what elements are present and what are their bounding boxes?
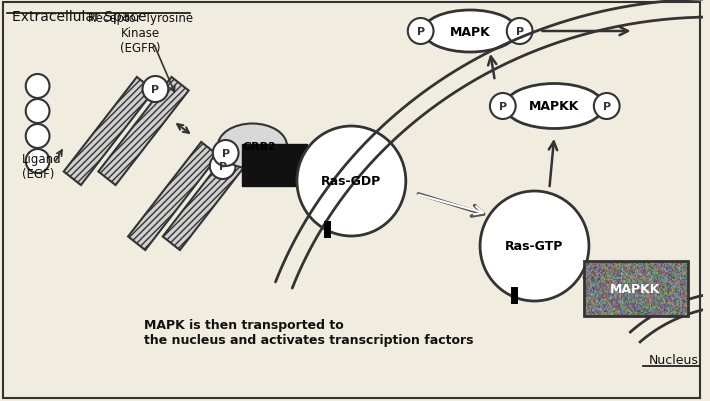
Circle shape — [490, 94, 515, 120]
Text: MAPK: MAPK — [449, 25, 491, 38]
Text: MAPKK: MAPKK — [611, 283, 660, 296]
Circle shape — [213, 141, 239, 166]
Text: Ras-GTP: Ras-GTP — [506, 240, 564, 253]
FancyBboxPatch shape — [3, 3, 700, 398]
Text: Receptor Tyrosine
Kinase
(EGFR): Receptor Tyrosine Kinase (EGFR) — [88, 12, 193, 55]
Text: MAPK is then transported to
the nucleus and activates transcription factors: MAPK is then transported to the nucleus … — [143, 318, 473, 346]
Text: MAPKK: MAPKK — [529, 100, 579, 113]
Ellipse shape — [505, 84, 604, 129]
Circle shape — [594, 94, 620, 120]
Circle shape — [480, 192, 589, 301]
Text: Extracellular Space: Extracellular Space — [12, 10, 146, 24]
Text: Ligand
(EGF): Ligand (EGF) — [22, 153, 61, 180]
Polygon shape — [99, 78, 189, 186]
Text: P: P — [498, 102, 507, 112]
Circle shape — [297, 127, 406, 237]
Text: P: P — [417, 27, 425, 37]
Text: P: P — [151, 85, 160, 95]
Circle shape — [507, 19, 532, 45]
FancyBboxPatch shape — [243, 145, 307, 186]
Text: P: P — [222, 149, 230, 159]
Text: Ras-GDP: Ras-GDP — [321, 175, 381, 188]
Circle shape — [26, 125, 50, 149]
Text: P: P — [219, 162, 226, 172]
Circle shape — [143, 77, 168, 103]
Circle shape — [210, 154, 236, 180]
Polygon shape — [128, 143, 219, 251]
Circle shape — [26, 100, 50, 124]
Text: GRB2: GRB2 — [242, 142, 276, 152]
Circle shape — [408, 19, 434, 45]
Circle shape — [26, 75, 50, 99]
Text: Nucleus: Nucleus — [648, 353, 698, 366]
Polygon shape — [163, 143, 253, 251]
Text: P: P — [515, 27, 524, 37]
Polygon shape — [64, 78, 154, 186]
Ellipse shape — [218, 124, 287, 169]
Circle shape — [26, 150, 50, 174]
Ellipse shape — [423, 11, 517, 53]
Text: P: P — [603, 102, 611, 112]
